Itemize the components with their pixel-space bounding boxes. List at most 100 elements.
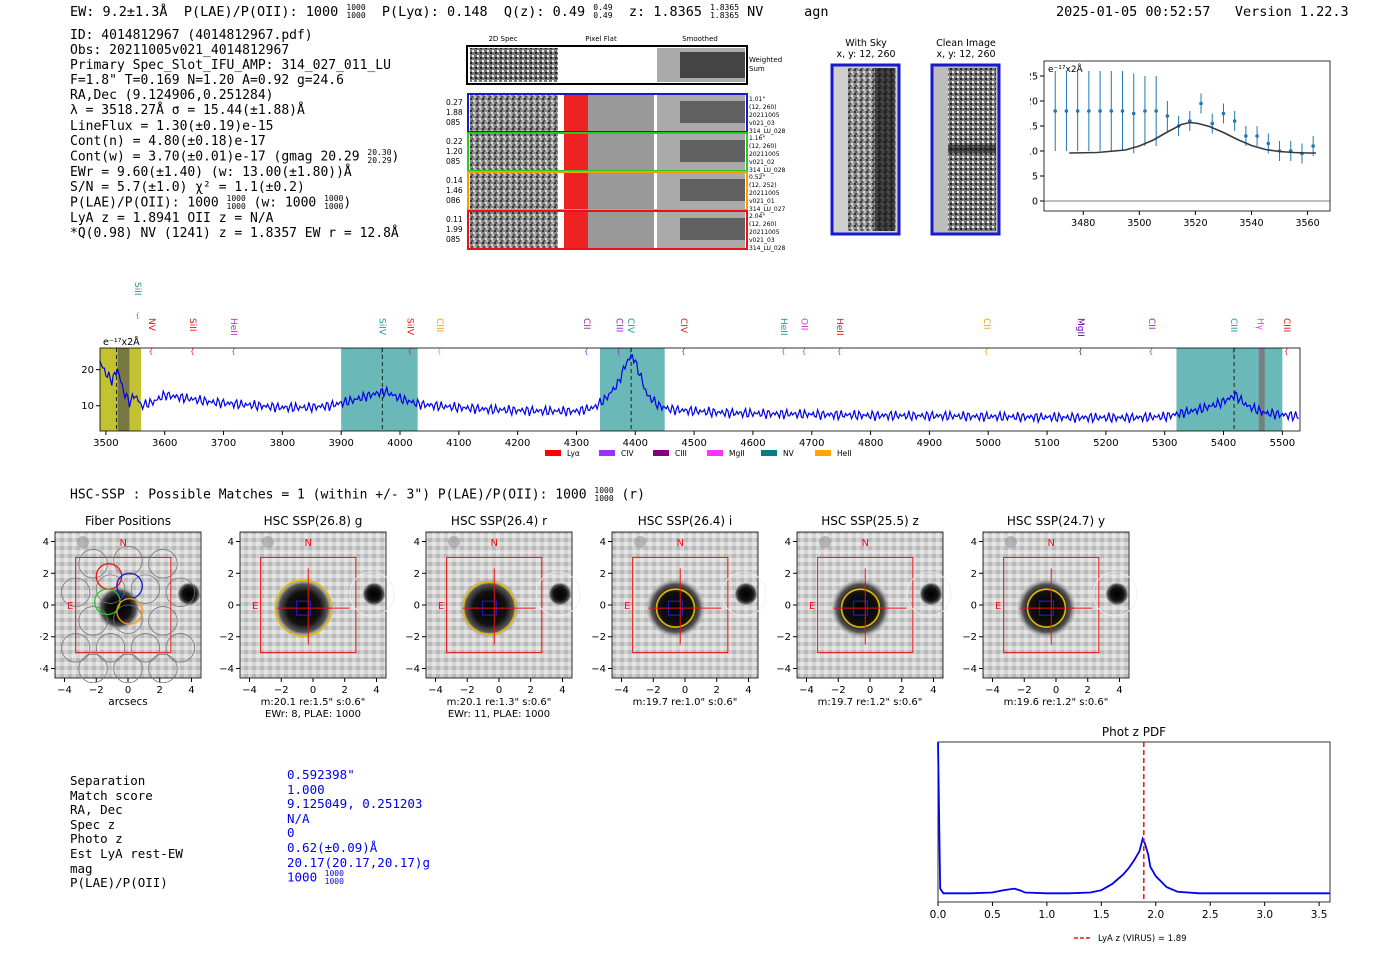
match-label: Separation [70,773,146,788]
fiber-circle [148,606,178,636]
line-fit-curve [1069,121,1316,154]
spectrum-line-label: SiII [187,318,197,332]
hsc-panel-title: HSC SSP(25.5) z [821,514,919,528]
cutout-2d-image [470,173,558,209]
spectrum-line-label: CIII [613,318,623,332]
spectrum-xtick-label: 4400 [623,438,648,449]
info-plae-bounds: 1000 1000 [226,193,246,211]
cutout-row-meta: 2.04" [749,213,765,220]
line-fit-point [1087,109,1091,113]
spectrum-legend-label: CIII [675,449,687,458]
photz-xtick-label: 2.0 [1147,909,1164,921]
hsc-neighbor-aperture [1092,571,1138,617]
hsc-xtick-label: −2 [89,685,104,696]
with-sky-title: With Sky x, y: 12, 260 [836,38,896,60]
fiber-circle [130,574,161,604]
spectrum-legend-swatch [707,450,723,456]
line-fit-point [1165,114,1170,118]
spectrum-legend-swatch [761,450,777,456]
hsc-xtick-label: 0 [1053,685,1059,696]
cutout-row-stat: 0.11 [446,215,463,224]
cutout-row-meta: (12, 252) [749,182,777,189]
hsc-ytick-label: 0 [785,601,791,612]
hsc-ytick-label: 0 [600,601,606,612]
hsc-xtick-label: 0 [682,685,688,696]
info-lambda: λ = 3518.27Å σ = 15.44(±1.88)Å [70,103,305,119]
line-fit-ytick-label: 0 [1032,197,1038,208]
hsc-ytick-label: 2 [228,569,234,580]
spectrum-line-label: OII [799,318,809,330]
fiber-highlight [116,598,143,625]
hsc-ytick-label: −4 [776,664,791,675]
line-fit-point [1232,119,1237,123]
spectrum-legend-label: CIV [621,449,634,458]
cutout-row-meta: 314_LU_027 [749,206,786,213]
hsc-neighbor-aperture [721,571,767,617]
info-ewr: EWr = 9.60(±1.40) (w: 13.00(±1.80))Å [70,164,352,180]
cutout-flat-image [588,173,654,209]
hsc-xtick-label: −2 [274,685,289,696]
hsc-ytick-label: 0 [228,601,234,612]
spectrum-ytick-label: 10 [81,401,94,412]
hsc-faint-source [819,536,831,548]
header-plya: P(Lyα): 0.148 [381,4,488,20]
cutout-col-smooth: Smoothed [682,35,718,43]
hsc-xtick-label: −2 [460,685,475,696]
hsc-xtick-label: 4 [1116,685,1122,696]
spectrum-line-tick: { [1149,348,1153,356]
cutout-row-meta: 20211005 [749,151,780,158]
cutout-row-meta: 314_LU_028 [749,128,786,135]
line-fit-point [1120,109,1125,113]
match-label: Match score [70,787,153,803]
spectrum-line-label: CII [1146,318,1156,330]
header-agn: agn [804,4,829,20]
hsc-north-label: N [304,538,311,549]
hsc-caption: m:20.1 re:1.3" s:0.6" [447,697,552,708]
hsc-caption: arcsecs [108,696,147,708]
hsc-panel-title: HSC SSP(24.7) y [1007,514,1105,528]
cutout-flat-image [588,212,654,248]
cutout-row-meta: v021_02 [749,159,775,166]
hsc-xtick-label: 0 [867,685,873,696]
hsc-panel-title: HSC SSP(26.8) g [264,514,363,528]
cutout-flat-red [564,134,588,170]
fiber-circle [60,633,91,663]
spectrum-marks [99,348,1299,431]
hsc-panel-title: HSC SSP(26.4) r [451,514,547,528]
line-fit-point [1053,109,1058,113]
header-z-line: NV [747,4,764,20]
photz-pdf-chart: Phot z PDF 0.0 0.5 1.0 1.5 2.0 2.5 3.0 3.5 LyA … [930,725,1331,944]
cutout-flat-red [564,212,588,248]
hsc-panels: Fiber Positions N E 4 2 0 −2 −4 −4 −2 0 2 4 arcsecs HS… [40,514,1138,720]
weighted-sum-smooth-band [680,52,745,78]
line-fit-point [1109,109,1114,113]
header-summary: EW: 9.2±1.3Å P(LAE)/P(OII): 1000 1000 100… [70,4,829,21]
hsc-ytick-label: −4 [40,664,49,675]
cutout-row-stat: 1.99 [446,225,463,234]
spectrum-legend-label: MgII [729,449,745,458]
sky-images [830,63,1001,236]
hsc-ytick-label: 4 [600,537,606,548]
spectrum-xtick-label: 4800 [858,438,883,449]
fiber-circle [130,633,161,663]
cutout-2d-image [470,95,558,131]
line-fit-ytick-label: 10 [1030,147,1038,158]
cutout-row-stat: 085 [446,235,461,244]
match-values: 0.592398" 1.000 9.125049, 0.251203 N/A 0… [287,767,430,886]
line-fit-scale: e⁻¹⁷x2Å [1048,63,1084,75]
cutout-row-stat: 0.14 [446,176,463,185]
hsc-ytick-label: −4 [962,664,977,675]
match-labels: Separation Match score RA, Dec Spec z Ph… [70,773,183,891]
spectrum-xtick-label: 4000 [387,438,412,449]
info-obs: Obs: 20211005v021_4014812967 [70,43,290,59]
hsc-east-label: E [995,601,1001,612]
spectrum-line-label: HeII [834,318,844,336]
hsc-east-label: E [438,601,444,612]
spectrum-xtick-label: 4200 [505,438,530,449]
hsc-xtick-label: −2 [646,685,661,696]
spectrum-legend-swatch [815,450,831,456]
cutout-row-meta: (12, 260) [749,221,777,228]
clean-image-title: Clean Image x, y: 12, 260 [936,38,996,60]
line-fit-axes [1043,60,1331,212]
hsc-north-label: N [861,538,868,549]
